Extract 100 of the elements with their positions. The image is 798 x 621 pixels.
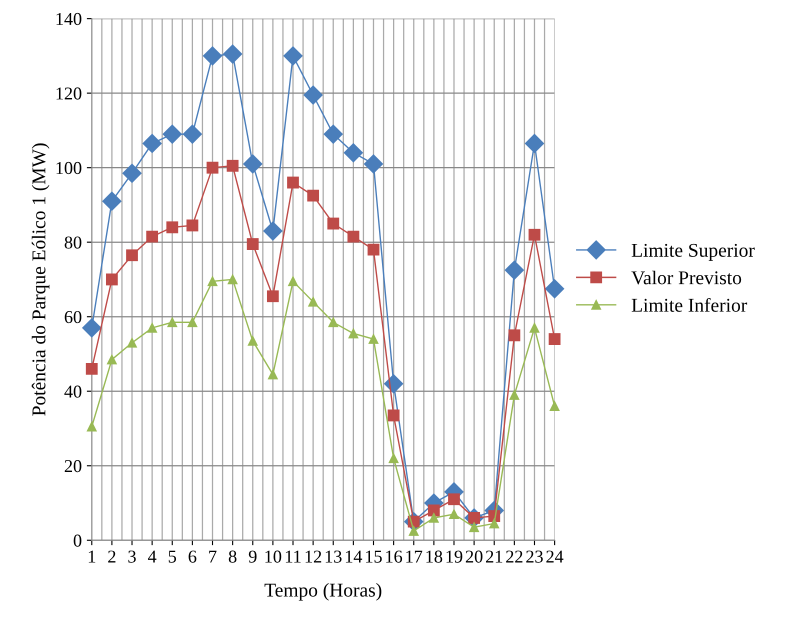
- x-tick-label: 11: [286, 550, 301, 563]
- y-tick-label: 80: [64, 236, 82, 249]
- x-tick-label: 10: [265, 550, 282, 563]
- x-tick-label: 18: [426, 550, 442, 563]
- point: [142, 134, 162, 153]
- point: [364, 154, 384, 174]
- point: [508, 329, 520, 342]
- point: [550, 401, 560, 411]
- point: [102, 192, 122, 211]
- point: [166, 221, 178, 234]
- x-tick-label: 16: [386, 550, 402, 563]
- point: [226, 160, 239, 172]
- point: [243, 154, 262, 174]
- point: [146, 230, 158, 243]
- point: [82, 318, 102, 338]
- point: [530, 323, 540, 333]
- point: [347, 230, 360, 243]
- point: [408, 526, 419, 536]
- y-tick-label: 100: [56, 162, 82, 174]
- x-tick-label: 7: [209, 550, 217, 563]
- point: [307, 190, 320, 202]
- legend-label: Limite Inferior: [632, 298, 748, 312]
- y-tick-label: 40: [64, 385, 82, 398]
- x-tick-label: 24: [546, 550, 564, 563]
- point: [388, 410, 400, 422]
- y-axis-title: Potência do Parque Eólico 1 (MW): [32, 143, 50, 416]
- point: [107, 354, 117, 364]
- x-tick-label: 14: [346, 550, 362, 563]
- x-tick-label: 5: [168, 550, 176, 563]
- point: [182, 124, 202, 144]
- x-tick-label: 22: [506, 550, 522, 563]
- point: [228, 274, 238, 284]
- x-tick-label: 3: [128, 550, 136, 563]
- point: [328, 317, 338, 328]
- point: [368, 334, 378, 344]
- point: [266, 290, 279, 302]
- point: [449, 509, 459, 520]
- y-tick-label: 20: [64, 460, 82, 472]
- x-tick-label: 20: [466, 550, 482, 563]
- point: [388, 453, 398, 464]
- point: [327, 218, 340, 230]
- point: [223, 44, 242, 64]
- point: [548, 333, 561, 345]
- y-tick-label: 0: [74, 534, 82, 547]
- x-tick-label: 4: [148, 550, 156, 563]
- x-tick-label: 15: [366, 550, 382, 563]
- x-tick-label: 21: [486, 550, 502, 563]
- point: [429, 513, 439, 523]
- point: [524, 134, 544, 153]
- x-tick-label: 8: [228, 550, 236, 563]
- point: [510, 390, 520, 400]
- point: [504, 260, 524, 280]
- x-tick-label: 2: [108, 550, 116, 563]
- point: [469, 522, 479, 532]
- point: [162, 124, 182, 144]
- point: [287, 176, 299, 188]
- point: [147, 323, 157, 333]
- point: [288, 276, 298, 286]
- point: [126, 249, 138, 262]
- point: [122, 164, 142, 183]
- point: [304, 85, 323, 105]
- point: [368, 244, 380, 256]
- point: [106, 274, 118, 286]
- x-tick-label: 23: [526, 550, 543, 563]
- point: [428, 504, 440, 516]
- x-tick-label: 12: [306, 550, 322, 563]
- point: [167, 317, 178, 328]
- point: [246, 238, 259, 250]
- point: [283, 46, 303, 66]
- point: [324, 124, 343, 144]
- point: [348, 328, 358, 338]
- point: [188, 317, 198, 328]
- x-tick-label: 9: [248, 550, 257, 563]
- legend-label: Valor Previsto: [631, 270, 742, 284]
- point: [384, 374, 404, 394]
- point: [86, 422, 97, 432]
- point: [208, 276, 218, 286]
- point: [206, 162, 218, 174]
- y-tick-label: 60: [64, 310, 82, 324]
- y-tick-label: 120: [56, 87, 82, 100]
- y-tick-label: 140: [56, 12, 82, 26]
- x-tick-label: 13: [326, 550, 342, 563]
- x-tick-label: 17: [406, 550, 422, 563]
- legend-label: Limite Superior: [632, 244, 755, 261]
- point: [448, 493, 460, 506]
- point: [489, 518, 500, 528]
- point: [186, 220, 198, 232]
- x-tick-label: 1: [88, 550, 96, 563]
- point: [202, 46, 222, 66]
- point: [545, 279, 564, 298]
- point: [528, 228, 540, 241]
- point: [263, 221, 282, 241]
- point: [248, 336, 258, 346]
- x-tick-label: 19: [446, 550, 462, 563]
- point: [268, 370, 278, 380]
- x-tick-label: 6: [188, 550, 196, 563]
- point: [308, 296, 318, 307]
- x-axis-title: Tempo (Horas): [264, 583, 382, 601]
- point: [127, 338, 137, 348]
- point: [86, 362, 98, 375]
